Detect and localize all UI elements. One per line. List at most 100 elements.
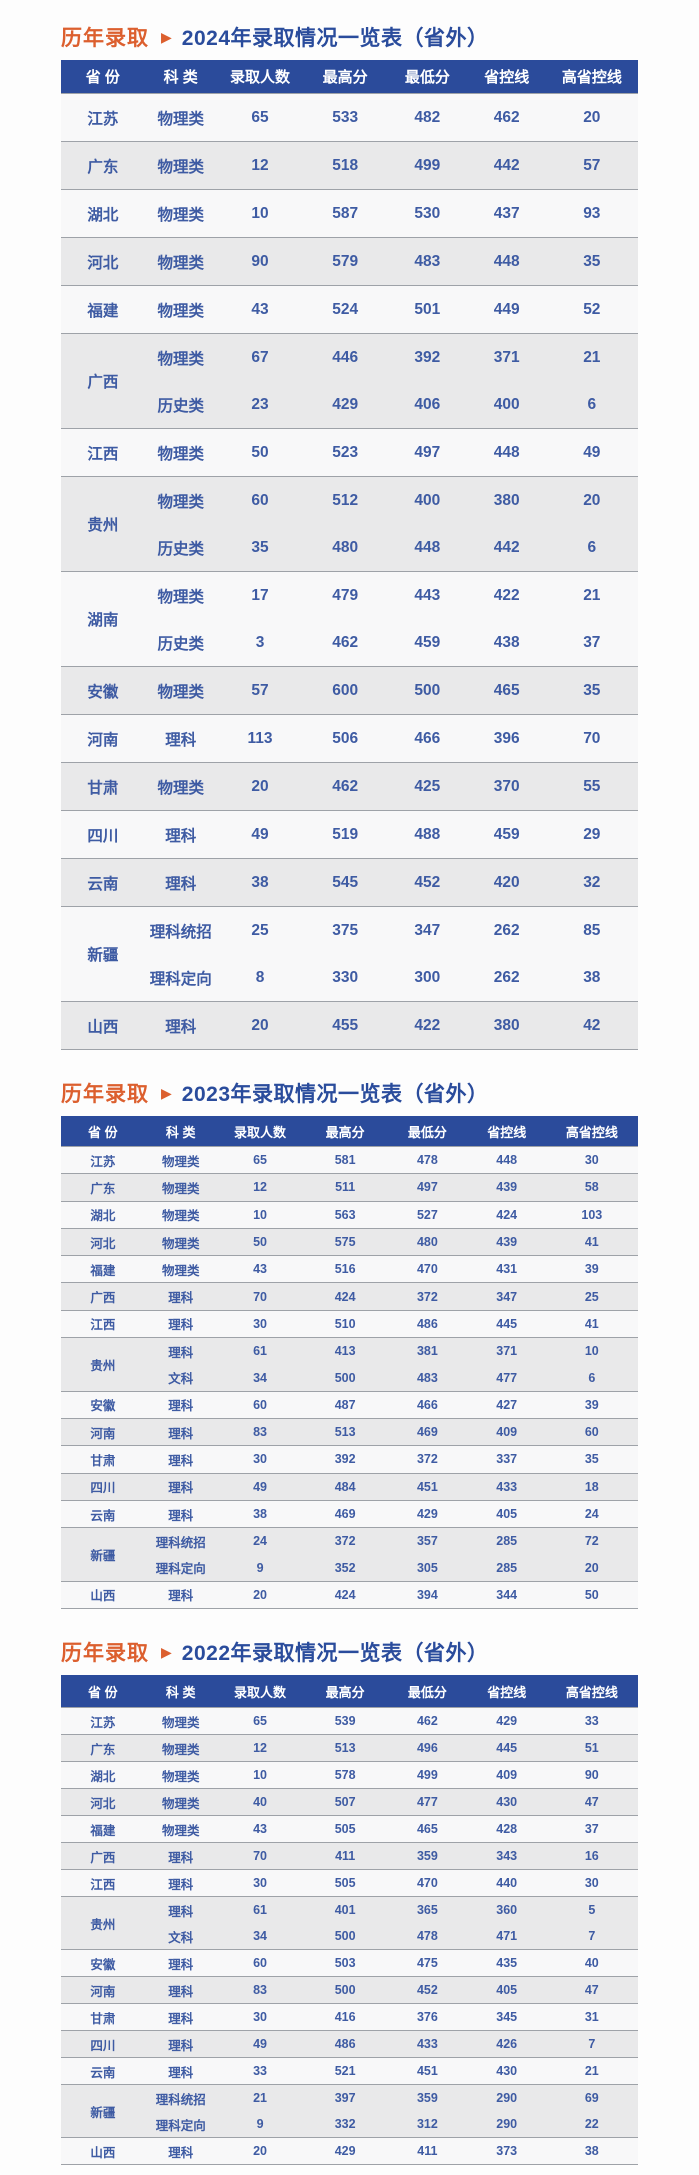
above-line-cell: 20 [545,476,638,524]
count-cell: 20 [216,2137,304,2165]
above-line-cell: 6 [587,395,597,413]
category-cell: 物理类 [144,1173,217,1202]
min-score-cell: 312 [416,2117,438,2132]
count-cell: 43 [216,1815,304,1843]
max-score-cell: 446 [303,333,387,381]
above-line-cell: 10 [545,1337,638,1365]
province-cell: 四川 [61,810,145,859]
above-line-cell: 57 [545,141,638,190]
above-line-cell: 49 [545,428,638,477]
province-cell: 福建 [61,285,145,334]
min-score-cell: 451 [386,2057,468,2085]
province-cell: 云南 [61,2057,145,2085]
control-line-cell: 360 [467,1896,546,1924]
category-cell: 理科 [144,1842,217,1870]
count-cell: 49 [216,1472,304,1501]
max-score-cell: 516 [303,1255,387,1283]
control-line-cell: 396 [467,714,546,763]
province-cell: 湖北 [61,1200,145,1229]
table-row: 贵州 理科 61 401 365 360 5 [61,1896,638,1950]
table-row: 理科定向 8 330 300 262 38 [61,954,638,1002]
province-cell: 安徽 [61,666,145,715]
table-row: 贵州 理科 61 413 381 371 10 [61,1337,638,1392]
category-cell: 理科定向 [149,970,212,988]
max-score-cell: 519 [303,810,387,859]
table-row: 理科定向 9 332 312 290 22 [61,2111,638,2138]
category-cell: 文科 [168,1372,194,1387]
section-2023: 历年录取 ▶ 2023年录取情况一览表（省外） 省 份 科 类 录取人数 最高分… [61,1078,638,1610]
province-cell: 云南 [61,1499,145,1528]
above-line-cell: 24 [545,1499,638,1528]
category-cell: 物理类 [144,1255,217,1283]
table-row: 河北 物理类 40 507 477 430 47 [61,1788,638,1816]
count-cell: 20 [216,762,304,811]
max-score-cell: 505 [303,1815,387,1843]
above-line-cell: 51 [545,1734,638,1762]
count-cell: 35 [251,538,269,556]
control-line-cell: 262 [493,968,520,986]
above-line-cell: 7 [588,1929,596,1944]
table-row: 江西 物理类 50 523 497 448 49 [61,428,638,477]
count-cell: 70 [216,1282,304,1311]
table-row: 云南 理科 38 469 429 405 24 [61,1499,638,1528]
col-header-above-line: 高省控线 [545,1675,638,1708]
min-score-cell: 448 [414,538,441,556]
min-score-cell: 478 [386,1145,468,1174]
province-cell: 湖南 [61,571,145,667]
table-row: 文科 34 500 478 471 7 [61,1923,638,1950]
min-score-cell: 400 [386,476,468,524]
count-cell: 38 [216,1499,304,1528]
count-cell: 43 [216,1255,304,1283]
max-score-cell: 513 [303,1417,387,1446]
min-score-cell: 480 [386,1227,468,1256]
max-score-cell: 512 [303,476,387,524]
max-score-cell: 413 [303,1337,387,1365]
above-line-cell: 22 [584,2117,599,2132]
min-score-cell: 486 [386,1309,468,1338]
max-score-cell: 424 [303,1282,387,1311]
table-row: 新疆 理科统招 21 397 359 290 69 [61,2084,638,2138]
count-cell: 9 [256,1560,264,1575]
count-cell: 65 [216,93,304,142]
count-cell: 70 [216,1842,304,1870]
max-score-cell: 503 [303,1949,387,1977]
province-cell: 江苏 [61,93,145,142]
above-line-cell: 7 [545,2030,638,2058]
max-score-cell: 578 [303,1761,387,1789]
count-cell: 60 [216,1390,304,1419]
province-cell: 广东 [61,1734,145,1762]
table-row: 江苏 物理类 65 581 478 448 30 [61,1145,638,1174]
province-cell: 广西 [61,1282,145,1311]
max-score-cell: 411 [303,1842,387,1870]
above-line-cell: 5 [545,1896,638,1924]
category-cell: 理科 [144,1896,217,1924]
col-header-control-line: 省控线 [467,60,546,94]
control-line-cell: 448 [467,237,546,286]
max-score-cell: 506 [303,714,387,763]
province-cell: 湖北 [61,1761,145,1789]
max-score-cell: 429 [303,2137,387,2165]
count-cell: 49 [216,2030,304,2058]
province-cell: 广东 [61,1173,145,1202]
province-cell: 甘肃 [61,2003,145,2031]
above-line-cell: 52 [545,285,638,334]
min-score-cell: 357 [386,1527,468,1555]
max-score-cell: 579 [303,237,387,286]
control-line-cell: 440 [467,1869,546,1897]
min-score-cell: 376 [386,2003,468,2031]
col-header-max-score: 最高分 [303,1116,387,1147]
max-score-cell: 587 [303,189,387,238]
category-cell: 物理类 [144,476,217,524]
table-row: 新疆 理科统招 24 372 357 285 72 [61,1527,638,1582]
col-header-max-score: 最高分 [303,60,387,94]
min-score-cell: 500 [386,666,468,715]
category-cell: 物理类 [144,285,217,334]
category-cell: 历史类 [157,540,204,558]
min-score-cell: 465 [386,1815,468,1843]
max-score-cell: 581 [303,1145,387,1174]
table-row: 湖北 物理类 10 563 527 424 103 [61,1200,638,1229]
max-score-cell: 545 [303,858,387,907]
count-cell: 90 [216,237,304,286]
control-line-cell: 448 [467,428,546,477]
table-row: 历史类 35 480 448 442 6 [61,524,638,572]
